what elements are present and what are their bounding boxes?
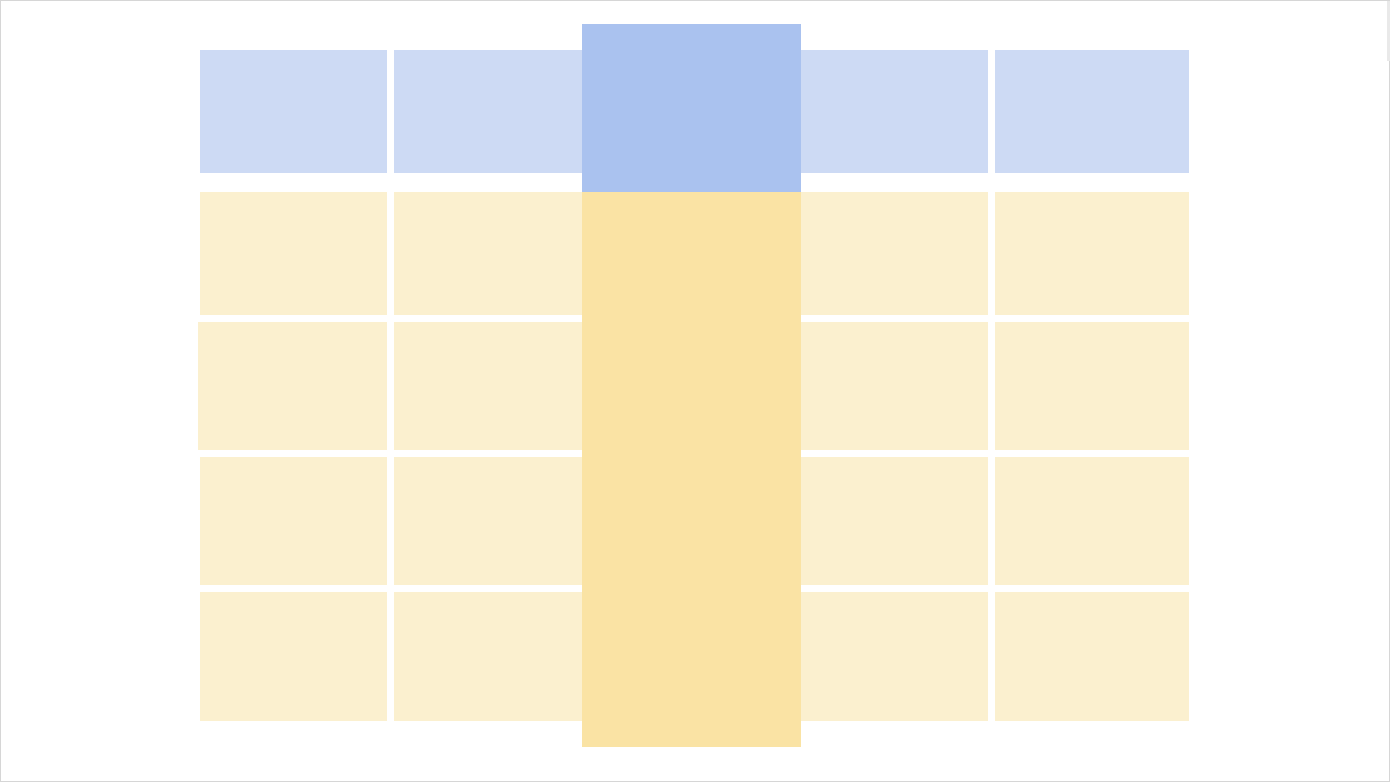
body-cell-r3-c4 — [801, 457, 988, 585]
body-cell-r3-c5 — [995, 457, 1189, 585]
body-cell-r2-c4 — [801, 322, 988, 450]
body-cell-r3-c2 — [394, 457, 583, 585]
body-cell-r2-c5 — [995, 322, 1189, 450]
body-cell-r4-c2 — [394, 592, 583, 721]
body-cell-r4-c4 — [801, 592, 988, 721]
body-cell-r1-c2 — [394, 192, 583, 315]
header-cell-col-1 — [200, 50, 387, 173]
body-cell-r1-c5 — [995, 192, 1189, 315]
body-cell-r1-c1 — [200, 192, 387, 315]
body-cell-r3-c1 — [200, 457, 387, 585]
body-cell-r4-c5 — [995, 592, 1189, 721]
header-cell-col-4 — [801, 50, 988, 173]
header-cell-col-5 — [995, 50, 1189, 173]
header-cell-col-2 — [394, 50, 583, 173]
body-cell-r4-c1 — [200, 592, 387, 721]
highlighted-column-body — [582, 192, 801, 747]
right-edge-shadow — [1387, 1, 1390, 61]
body-cell-r1-c4 — [801, 192, 988, 315]
body-cell-r2-c2 — [394, 322, 583, 450]
highlighted-column-header — [582, 24, 801, 192]
body-cell-r2-c1 — [198, 322, 387, 450]
